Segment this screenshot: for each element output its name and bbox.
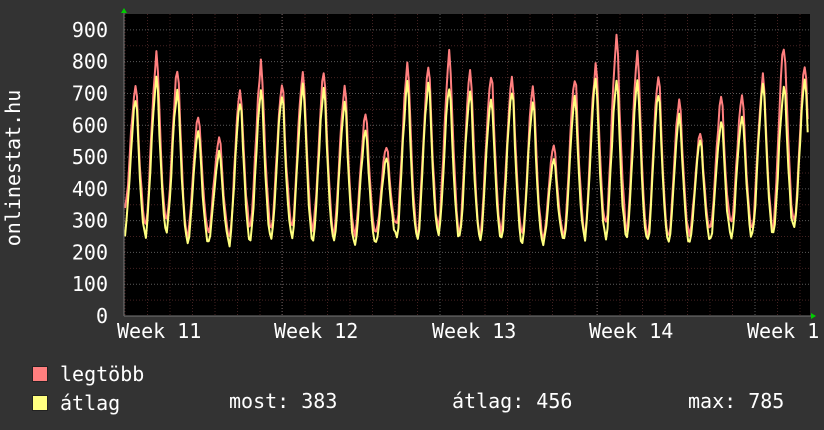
x-tick-label: Week 12 [274,319,358,343]
y-tick-label: 300 [72,209,108,233]
y-tick-label: 600 [72,113,108,137]
x-tick-label: Week 11 [117,319,201,343]
x-axis-arrow-icon [811,313,816,319]
y-tick-label: 500 [72,145,108,169]
x-tick-label: Week 13 [432,319,516,343]
x-tick-label: Week 1 [747,319,819,343]
y-axis-arrow-icon [121,8,127,13]
y-tick-label: 0 [96,304,108,328]
y-tick-label: 700 [72,81,108,105]
y-tick-label: 800 [72,50,108,74]
grid [124,14,810,316]
x-tick-labels: Week 11 Week 12 Week 13 Week 14 Week 1 [117,319,819,343]
y-tick-label: 200 [72,240,108,264]
series-layer [124,33,809,248]
plot-background [124,14,810,316]
x-tick-label: Week 14 [589,319,673,343]
y-tick-labels: 0 100 200 300 400 500 600 700 800 900 [72,18,108,328]
y-tick-label: 100 [72,272,108,296]
y-tick-label: 900 [72,18,108,42]
axes [121,8,816,319]
y-axis-title: onlinestat.hu [1,90,25,247]
y-tick-label: 400 [72,177,108,201]
series-line-atlag [124,75,809,248]
